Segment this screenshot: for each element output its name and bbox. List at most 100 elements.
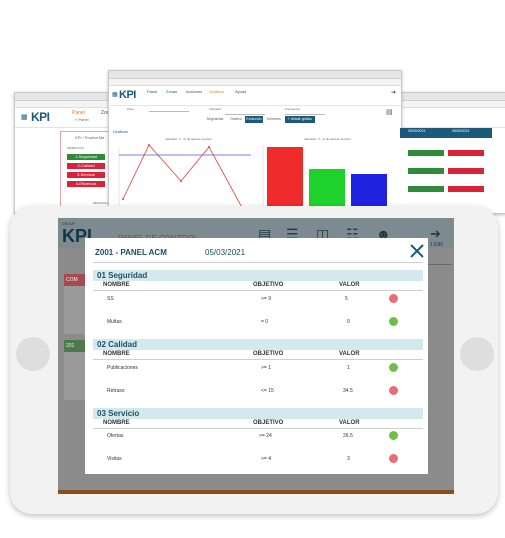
row-value: 34.5 xyxy=(343,388,353,394)
row-value: 5 xyxy=(345,296,348,302)
card-date: 05/03/2021 xyxy=(93,201,109,205)
status-dot-red xyxy=(389,386,398,395)
table-row[interactable]: SS >= 9 5 xyxy=(93,294,423,304)
table-row[interactable]: Publicaciones >= 1 1 xyxy=(93,363,423,373)
nav-panel-sub: « Panel xyxy=(75,117,89,122)
nav-panel[interactable]: Panel xyxy=(147,89,158,94)
modal-title: Z001 - PANEL ACM xyxy=(95,248,167,257)
right-select[interactable] xyxy=(428,256,452,265)
row-value: 0 xyxy=(347,319,350,325)
objective-item[interactable]: 4-Eficiencia xyxy=(67,181,105,187)
filter-indicator-label: Indicador xyxy=(209,107,222,111)
table-header-cell: 05/03/2021 xyxy=(408,129,426,133)
section-header: 03 Servicio xyxy=(93,408,423,419)
filters-bar: Zona Indicador Frecuencia ▤ Segmentar Gr… xyxy=(109,106,401,126)
bar xyxy=(267,147,303,215)
evolution-button[interactable]: Evolución xyxy=(245,116,263,123)
mid-header: ▦ KPI Panel Zonas Acciones Gráficos Ayud… xyxy=(109,85,401,106)
back-table: 05/03/2021 05/03/2021 xyxy=(400,128,492,208)
row-target: <= 15 xyxy=(261,388,274,394)
objective-item[interactable]: 1-Seguridad xyxy=(67,154,105,160)
table-row[interactable]: Visitas >= 4 3 xyxy=(93,454,423,464)
status-dot-green xyxy=(389,363,398,372)
app-logo: KPI xyxy=(62,226,93,246)
table-cell xyxy=(408,150,444,156)
col-name: NOMBRE xyxy=(103,282,130,288)
row-name: Visitas xyxy=(107,456,122,462)
col-target: OBJETIVO xyxy=(253,420,284,426)
table-row[interactable]: Multas = 0 0 xyxy=(93,317,423,327)
nav-charts[interactable]: Gráficos xyxy=(209,89,224,94)
table-cell xyxy=(448,150,484,156)
row-name: Ofertas xyxy=(107,433,124,439)
line-chart xyxy=(118,144,251,214)
row-target: = 0 xyxy=(261,319,269,325)
filter-frequency-label: Frecuencia xyxy=(285,107,300,111)
col-name: NOMBRE xyxy=(103,351,130,357)
tablet-right-button xyxy=(460,337,494,371)
column-headers: NOMBRE OBJETIVO VALOR xyxy=(93,350,423,360)
left-card-2-header: 201 xyxy=(64,340,90,352)
nav-panel[interactable]: Panel xyxy=(72,110,85,116)
section-header: 02 Calidad xyxy=(93,339,423,350)
status-dot-red xyxy=(389,454,398,463)
charts-section-title: Gráficos xyxy=(113,129,128,134)
objective-item[interactable]: 2-Calidad xyxy=(67,163,105,169)
column-headers: NOMBRE OBJETIVO VALOR xyxy=(93,281,423,291)
chart1-title: Indicador: 3 - % de tasa de servicio xyxy=(165,137,212,141)
card-title: KPI / Prueba Ma xyxy=(75,135,105,140)
left-card-1-header: COM xyxy=(64,274,90,286)
chart-button[interactable]: Gráfico xyxy=(230,117,242,121)
modal-divider xyxy=(93,262,423,263)
close-icon[interactable] xyxy=(409,243,425,259)
modal-date: 05/03/2021 xyxy=(205,248,246,257)
table-header xyxy=(400,128,492,138)
chart2-title: Indicador: 3 - % de tasa de servicio xyxy=(304,137,351,141)
row-name: SS xyxy=(107,296,114,302)
tablet-left-button xyxy=(16,337,50,371)
section-header: 01 Seguridad xyxy=(93,270,423,281)
filter-zone-select[interactable] xyxy=(149,107,189,112)
nav-actions[interactable]: Acciones xyxy=(186,89,203,94)
table-cell xyxy=(408,168,444,174)
col-name: NOMBRE xyxy=(103,420,130,426)
address-bar[interactable] xyxy=(109,79,401,86)
row-name: Retraso xyxy=(107,388,125,394)
table-cell xyxy=(448,168,484,174)
calendar-icon[interactable]: ▤ xyxy=(386,109,393,116)
objectives-label: OBJETIVOS xyxy=(67,146,84,150)
bar-chart xyxy=(262,145,387,215)
table-header-cell: 05/03/2021 xyxy=(452,129,470,133)
filter-frequency-select[interactable] xyxy=(285,111,325,115)
add-chart-button[interactable]: + Añadir gráfico xyxy=(285,116,315,123)
nav-zones[interactable]: Zon xyxy=(101,110,110,116)
exit-icon[interactable]: ➔ xyxy=(430,226,441,241)
col-target: OBJETIVO xyxy=(253,351,284,357)
row-value: 26.5 xyxy=(343,433,353,439)
row-name: Multas xyxy=(107,319,122,325)
table-cell xyxy=(448,186,484,192)
grid-icon[interactable]: ▦ xyxy=(21,114,28,121)
row-value: 3 xyxy=(347,456,350,462)
table-row[interactable]: Retraso <= 15 34.5 xyxy=(93,386,423,396)
nav-zones[interactable]: Zonas xyxy=(166,89,178,94)
filter-zone-label: Zona xyxy=(127,107,134,111)
table-row[interactable]: Ofertas >= 24 26.5 xyxy=(93,431,423,441)
reports-button[interactable]: Informes xyxy=(267,117,281,121)
nav-help[interactable]: Ayuda xyxy=(235,89,247,94)
row-target: >= 24 xyxy=(259,433,272,439)
exit-icon[interactable]: ➔ xyxy=(391,90,397,96)
row-target: >= 4 xyxy=(261,456,272,462)
kpi-logo: KPI xyxy=(119,89,136,101)
mid-browser-window: ▦ KPI Panel Zonas Acciones Gráficos Ayud… xyxy=(108,70,402,217)
grid-icon[interactable]: ▦ xyxy=(112,92,118,98)
table-cell xyxy=(408,186,444,192)
col-target: OBJETIVO xyxy=(253,282,284,288)
brand-group: GROUP xyxy=(62,222,75,226)
status-dot-red xyxy=(389,294,398,303)
filter-indicator-select[interactable] xyxy=(225,110,265,115)
exit-label: 1 E80 xyxy=(430,242,444,248)
objective-item[interactable]: 3-Servicio xyxy=(67,172,105,178)
row-target: >= 9 xyxy=(261,296,272,302)
segment-button[interactable]: Segmentar xyxy=(206,117,224,121)
